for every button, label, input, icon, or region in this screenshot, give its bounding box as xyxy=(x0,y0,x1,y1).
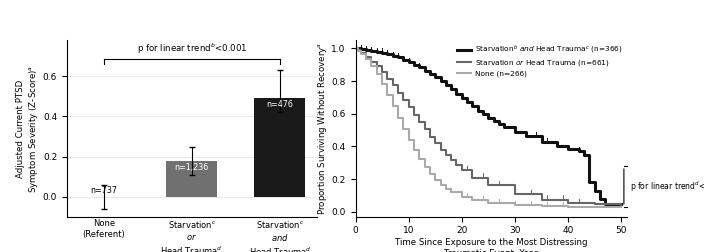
Bar xyxy=(254,99,306,197)
Legend: Starvation$^b$ $\it{and}$ Head Trauma$^c$ (n=366), Starvation $\it{or}$ Head Tra: Starvation$^b$ $\it{and}$ Head Trauma$^c… xyxy=(457,44,623,77)
Text: n=476: n=476 xyxy=(267,101,294,109)
Y-axis label: Proportion Surviving Without Recovery$^a$: Proportion Surviving Without Recovery$^a… xyxy=(315,42,329,215)
Bar xyxy=(166,161,218,197)
Y-axis label: Adjusted Current PTSD
Symptom Severity (Z-Score)$^a$: Adjusted Current PTSD Symptom Severity (… xyxy=(16,65,40,193)
Text: p for linear trend$^b$<0.001: p for linear trend$^b$<0.001 xyxy=(137,42,247,56)
X-axis label: Time Since Exposure to the Most Distressing
Traumatic Event, Year: Time Since Exposure to the Most Distress… xyxy=(395,238,587,252)
Text: n=1,236: n=1,236 xyxy=(175,163,209,172)
Text: p for linear trend$^d$<0.001: p for linear trend$^d$<0.001 xyxy=(630,179,704,194)
Text: n=737: n=737 xyxy=(90,186,118,195)
